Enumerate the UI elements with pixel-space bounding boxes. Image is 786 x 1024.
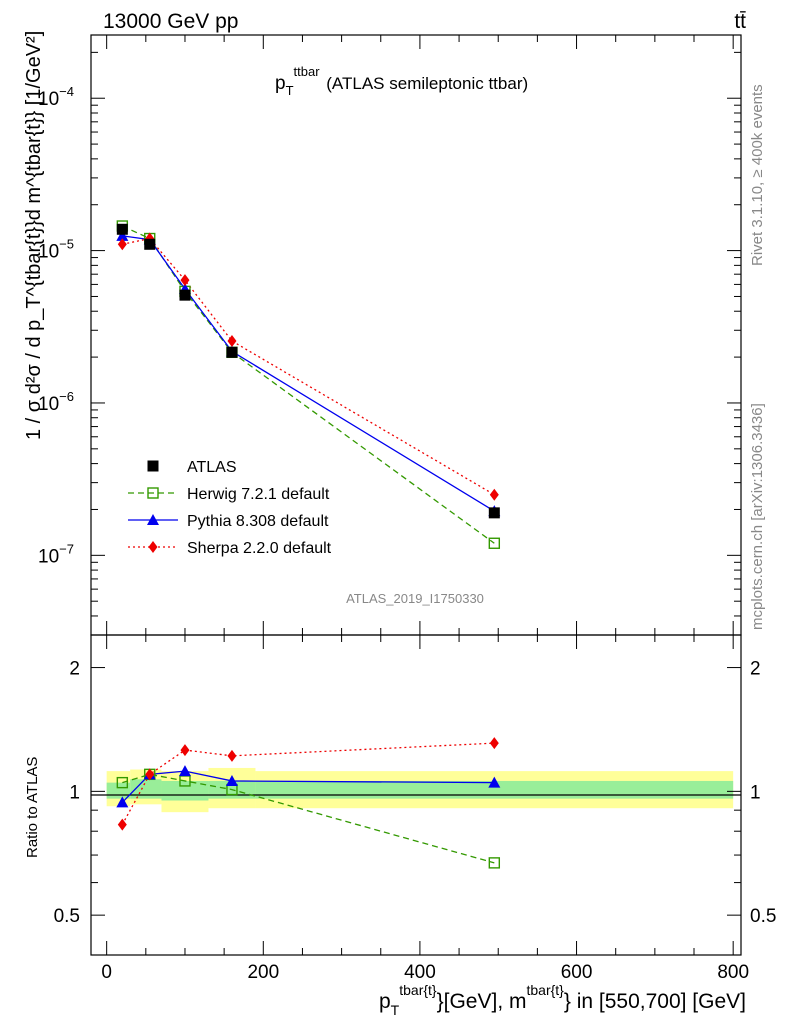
legend-label: Sherpa 2.2.0 default	[187, 540, 332, 557]
uncertainty-band-inner	[255, 780, 734, 799]
legend-marker	[147, 514, 159, 525]
energy-label: 13000 GeV pp	[103, 10, 238, 33]
data-point	[144, 238, 156, 250]
y-tick-label: 10−5	[38, 237, 74, 263]
legend: ATLAS Herwig 7.2.1 default Pythia 8.308 de…	[128, 459, 332, 557]
ratio-data-point	[117, 818, 127, 831]
data-point	[488, 537, 501, 549]
uncertainty-band-inner	[161, 780, 209, 801]
y-tick-label: 10−7	[38, 541, 74, 567]
rivet-label: Rivet 3.1.10, ≥ 400k events	[749, 84, 766, 266]
data-point	[180, 274, 190, 287]
ratio-data-point	[489, 737, 499, 750]
legend-marker	[148, 541, 158, 553]
data-point	[179, 289, 191, 301]
ratio-panel: 0 200 400 600 800 0.5 0.5 1 1 2 2 Ratio to ATLAS p…	[24, 634, 776, 1018]
x-tick-label: 600	[561, 962, 593, 983]
ratio-data-point	[488, 857, 501, 869]
ratio-y-tick-label-right: 1	[750, 782, 761, 803]
x-tick-label: 200	[247, 962, 279, 983]
data-point	[116, 223, 128, 235]
main-title: pTttbar (ATLAS semileptonic ttbar)	[275, 64, 528, 98]
series-line	[122, 235, 495, 512]
ratio-data-point	[145, 768, 155, 781]
ratio-data-point	[116, 776, 129, 789]
ratio-frame	[90, 634, 742, 956]
ratio-y-tick-label: 1	[69, 782, 80, 803]
main-panel: 10−4 10−5 10−6 10−7 pTttbar (ATLAS semilept…	[23, 31, 742, 636]
legend-label: Pythia 8.308 default	[187, 513, 329, 530]
process-label: tt̄	[734, 10, 746, 33]
main-ylabel: 1 / σ d²σ / d p_T^{tbar{t}}d m^{tbar{t}}…	[23, 31, 45, 440]
ratio-ylabel: Ratio to ATLAS	[24, 757, 41, 858]
ratio-data-point	[180, 744, 190, 757]
x-tick-label: 0	[101, 962, 112, 983]
ratio-y-tick-label-right: 2	[750, 659, 761, 680]
x-tick-label: 800	[717, 962, 749, 983]
data-point	[226, 346, 238, 358]
y-tick-label: 10−4	[38, 84, 74, 110]
data-point	[227, 335, 237, 348]
legend-marker	[147, 487, 159, 499]
data-point	[488, 507, 500, 519]
ratio-data-point	[116, 796, 129, 808]
ratio-y-tick-label: 2	[69, 659, 80, 680]
legend-label: Herwig 7.2.1 default	[187, 486, 330, 503]
legend-label: ATLAS	[187, 459, 237, 476]
uncertainty-band-inner	[130, 779, 162, 799]
ratio-series-line	[122, 773, 495, 864]
ratio-data-point	[225, 774, 238, 786]
y-tick-label: 10−6	[38, 389, 74, 415]
ratio-y-tick-label-right: 0.5	[750, 906, 776, 927]
ratio-y-tick-label: 0.5	[54, 906, 80, 927]
analysis-watermark: ATLAS_2019_I1750330	[346, 591, 484, 606]
x-axis-label: pTtbar{t}}[GeV], mtbar{t}} in [550,700] …	[379, 982, 746, 1018]
ratio-data-point	[178, 765, 191, 777]
series-line	[122, 237, 495, 496]
mcplots-label: mcplots.cern.ch [arXiv:1306.3436]	[749, 403, 766, 630]
data-point	[116, 229, 129, 241]
legend-marker	[147, 460, 159, 472]
ratio-data-point	[227, 749, 237, 762]
ratio-data-point	[488, 776, 501, 788]
data-point	[489, 488, 499, 501]
x-tick-label: 400	[404, 962, 436, 983]
data-point	[117, 238, 127, 251]
